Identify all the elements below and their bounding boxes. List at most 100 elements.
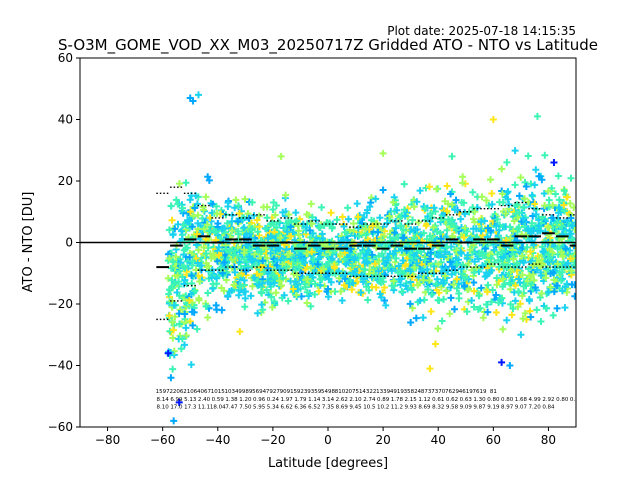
- scatter-point: [452, 226, 460, 234]
- outlier-point: [533, 112, 541, 120]
- scatter-point: [544, 187, 552, 195]
- scatter-point: [182, 179, 190, 187]
- scatter-point: [499, 198, 507, 206]
- scatter-point: [560, 201, 568, 209]
- scatter-point: [291, 254, 299, 262]
- scatter-point: [514, 287, 522, 295]
- scatter-point: [375, 267, 383, 275]
- scatter-point: [324, 285, 332, 293]
- scatter-point: [333, 216, 341, 224]
- count-annotation: 2.62: [336, 397, 348, 403]
- scatter-point: [363, 209, 371, 217]
- count-annotation: 4919: [390, 389, 404, 395]
- outlier-point: [175, 398, 183, 406]
- scatter-point: [213, 257, 221, 265]
- scatter-point: [172, 196, 180, 204]
- scatter-point: [553, 282, 561, 290]
- scatter-point: [509, 227, 517, 235]
- scatter-point: [523, 243, 531, 251]
- count-annotation: 0.84: [570, 397, 583, 403]
- scatter-point: [381, 260, 389, 268]
- scatter-point: [169, 318, 177, 326]
- scatter-point: [432, 280, 440, 288]
- scatter-point: [328, 224, 336, 232]
- scatter-point: [318, 203, 326, 211]
- scatter-point: [306, 226, 314, 234]
- scatter-point: [209, 280, 217, 288]
- scatter-point: [255, 281, 263, 289]
- scatter-point: [526, 248, 534, 256]
- scatter-point: [469, 215, 477, 223]
- scatter-point: [341, 275, 349, 283]
- scatter-point: [220, 258, 228, 266]
- scatter-point: [499, 275, 507, 283]
- scatter-point: [371, 260, 379, 268]
- scatter-point: [292, 209, 300, 217]
- scatter-point: [304, 249, 312, 257]
- scatter-point: [562, 245, 570, 253]
- scatter-point: [306, 233, 314, 241]
- scatter-point: [169, 326, 177, 334]
- scatter-point: [535, 222, 543, 230]
- scatter-point: [554, 172, 562, 180]
- scatter-point: [269, 271, 277, 279]
- scatter-point: [416, 297, 424, 305]
- scatter-point: [169, 334, 177, 342]
- count-annotation: 2.40: [198, 397, 211, 403]
- scatter-point: [294, 231, 302, 239]
- scatter-point: [389, 250, 397, 258]
- scatter-point: [514, 303, 522, 311]
- scatter-point: [172, 253, 180, 261]
- scatter-point: [303, 288, 311, 296]
- scatter-point: [327, 209, 335, 217]
- scatter-point: [254, 277, 262, 285]
- scatter-point: [186, 253, 194, 261]
- scatter-point: [174, 271, 182, 279]
- scatter-point: [176, 306, 184, 314]
- scatter-point: [213, 210, 221, 218]
- scatter-point: [178, 227, 186, 235]
- count-annotation: 81: [490, 389, 497, 395]
- scatter-point: [427, 249, 435, 257]
- scatter-point: [487, 176, 495, 184]
- scatter-point: [388, 267, 396, 275]
- scatter-point: [433, 286, 441, 294]
- scatter-point: [410, 226, 418, 234]
- scatter-point: [571, 292, 576, 300]
- scatter-point: [308, 248, 316, 256]
- scatter-point: [202, 249, 210, 257]
- scatter-point: [270, 279, 278, 287]
- scatter-point: [243, 257, 251, 265]
- count-annotation: 0751: [349, 389, 363, 395]
- scatter-point: [175, 320, 183, 328]
- scatter-point: [415, 218, 423, 226]
- scatter-point: [420, 229, 428, 237]
- scatter-point: [513, 201, 521, 209]
- scatter-point: [426, 232, 434, 240]
- scatter-point: [488, 298, 496, 306]
- count-annotation: 4.99: [529, 397, 542, 403]
- count-annotation: 10.2: [377, 405, 389, 411]
- x-tick-label: 80: [541, 433, 556, 447]
- scatter-point: [451, 206, 459, 214]
- count-annotation: 1.78: [391, 397, 404, 403]
- scatter-point: [531, 200, 539, 208]
- scatter-point: [230, 281, 238, 289]
- count-annotation: 1.38: [225, 397, 238, 403]
- scatter-point: [399, 257, 407, 265]
- scatter-point: [169, 258, 177, 266]
- count-annotation: 9.58: [446, 405, 459, 411]
- scatter-point: [541, 151, 549, 159]
- scatter-point: [202, 193, 210, 201]
- scatter-point: [410, 203, 418, 211]
- scatter-point: [180, 263, 188, 271]
- scatter-point: [435, 251, 443, 259]
- scatter-point: [212, 202, 220, 210]
- scatter-point: [509, 305, 517, 313]
- scatter-point: [518, 292, 526, 300]
- scatter-point: [327, 278, 335, 286]
- scatter-point: [263, 286, 271, 294]
- count-annotation: 8.10: [157, 405, 170, 411]
- count-annotation: 2.10: [349, 397, 362, 403]
- scatter-point: [193, 230, 201, 238]
